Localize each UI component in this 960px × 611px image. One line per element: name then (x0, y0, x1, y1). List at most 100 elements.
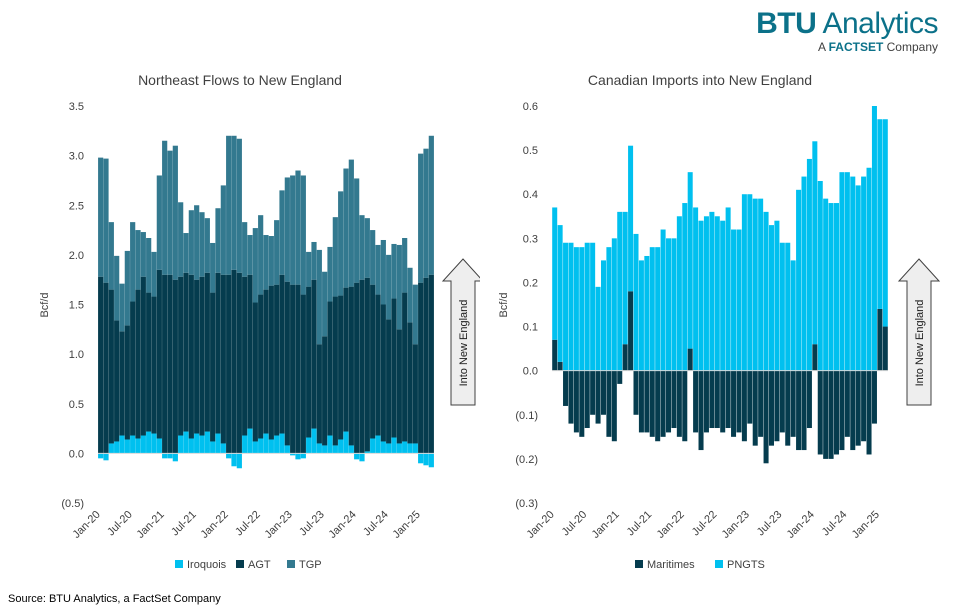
source-note: Source: BTU Analytics, a FactSet Company (8, 593, 221, 605)
bar-pngts (714, 216, 720, 371)
into-new-england-arrow (897, 258, 941, 406)
bar-pngts (590, 242, 596, 371)
bar-maritimes (584, 370, 590, 429)
bar-maritimes (812, 344, 818, 371)
bar-tgp (391, 243, 397, 299)
bar-agt (146, 292, 152, 432)
bar-tgp (338, 191, 344, 296)
bar-iroquois (418, 453, 424, 464)
bar-tgp (220, 185, 226, 275)
bar-pngts (834, 203, 840, 371)
bar-pngts (655, 247, 661, 371)
bar-tgp (290, 175, 296, 285)
bar-pngts (779, 242, 785, 371)
bar-maritimes (557, 361, 563, 371)
bar-tgp (98, 157, 104, 277)
bar-iroquois (279, 433, 285, 454)
bar-pngts (720, 220, 726, 371)
bar-pngts (812, 141, 818, 345)
bar-iroquois (290, 453, 296, 456)
bar-pngts (687, 172, 693, 349)
bar-maritimes (866, 370, 872, 455)
y-tick-label: (0.2) (515, 454, 538, 466)
bar-maritimes (850, 370, 856, 451)
bar-agt (348, 286, 354, 446)
bar-tgp (167, 150, 173, 275)
x-tick-label: Jan-24 (327, 509, 359, 541)
bar-iroquois (364, 451, 370, 454)
bar-pngts (573, 247, 579, 371)
bar-pngts (731, 229, 737, 371)
bar-agt (140, 276, 146, 436)
bar-pngts (552, 207, 558, 340)
bar-agt (98, 276, 104, 454)
y-tick-label: 0.6 (523, 101, 538, 113)
bar-tgp (316, 249, 322, 345)
bar-agt (402, 292, 408, 442)
bar-iroquois (247, 428, 253, 454)
y-tick-label: 0.4 (523, 189, 538, 201)
bar-tgp (300, 175, 306, 295)
bar-tgp (156, 175, 162, 270)
bar-iroquois (263, 433, 269, 454)
bar-maritimes (877, 308, 883, 371)
bar-agt (183, 272, 189, 432)
bar-maritimes (720, 370, 726, 433)
bar-pngts (828, 203, 834, 371)
chart-northeast-flows: (0.5) 0.0 0.5 1.0 1.5 2.0 2.5 3.0 3.5 Bcf/d Jan-20… (39, 101, 480, 571)
bar-pngts (796, 189, 802, 371)
bar-maritimes (660, 370, 666, 437)
bar-pngts (823, 198, 829, 371)
bar-iroquois (370, 438, 376, 454)
x-tick-label: Jan-23 (720, 509, 752, 541)
bar-maritimes (882, 326, 888, 371)
bar-tgp (386, 254, 392, 320)
bar-pngts (785, 242, 791, 371)
bar-agt (386, 319, 392, 444)
bar-pngts (676, 216, 682, 371)
bar-agt (162, 274, 168, 454)
logo-sub-prefix: A (817, 40, 829, 54)
bar-tgp (407, 267, 413, 323)
bar-tgp (375, 244, 381, 295)
bar-iroquois (146, 431, 152, 454)
bar-iroquois (199, 435, 205, 454)
bar-agt (370, 284, 376, 439)
bar-agt (252, 302, 258, 442)
bar-pngts (568, 242, 574, 371)
bar-tgp (306, 251, 312, 287)
bar-pngts (763, 211, 769, 371)
x-tick-label: Jan-25 (391, 509, 423, 541)
bar-iroquois (140, 435, 146, 454)
bar-pngts (747, 194, 753, 371)
x-tick-label: Jan-24 (785, 509, 817, 541)
bar-iroquois (322, 445, 328, 454)
bar-maritimes (779, 370, 785, 433)
y-tick-label: 0.5 (523, 145, 538, 157)
bar-maritimes (600, 370, 606, 415)
bar-pngts (866, 167, 872, 371)
bar-maritimes (628, 291, 634, 371)
bar-maritimes (563, 370, 569, 406)
bar-iroquois (402, 441, 408, 454)
bar-tgp (295, 170, 301, 285)
bar-iroquois (391, 437, 397, 454)
y-axis-label: Bcf/d (39, 292, 51, 317)
bar-iroquois (311, 428, 317, 454)
x-tick-label: Jul-21 (169, 509, 199, 539)
bar-maritimes (671, 370, 677, 429)
bar-iroquois (242, 435, 248, 454)
legend-label-tgp: TGP (299, 559, 322, 571)
bar-maritimes (758, 370, 764, 437)
bar-iroquois (98, 453, 104, 459)
bar-agt (172, 279, 178, 454)
bar-tgp (151, 251, 157, 297)
bar-tgp (274, 220, 280, 285)
bar-iroquois (423, 453, 429, 466)
bar-tgp (311, 241, 317, 280)
bar-tgp (188, 210, 194, 275)
bar-agt (306, 286, 312, 438)
bar-iroquois (338, 439, 344, 454)
legend-swatch-iroquois (175, 560, 183, 568)
bar-tgp (402, 238, 408, 293)
